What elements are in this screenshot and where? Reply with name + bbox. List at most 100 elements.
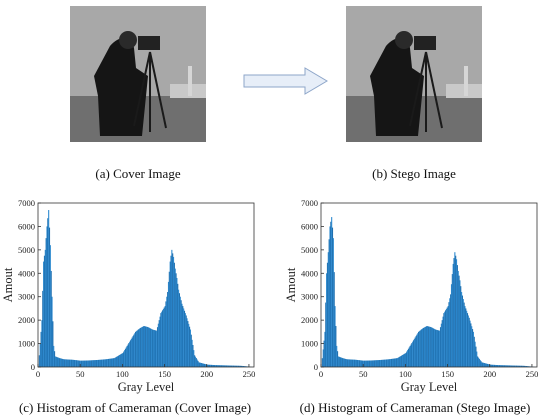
histogram-bar (338, 356, 340, 367)
histogram-bar (65, 359, 67, 367)
histogram-bar (487, 363, 489, 367)
histogram-bar (44, 249, 46, 367)
histogram-bar (86, 360, 89, 367)
histogram-bar (209, 364, 211, 367)
histogram-bar (423, 327, 425, 367)
histogram-bar (149, 328, 151, 367)
histogram-bar (192, 344, 194, 367)
histogram-bar (39, 343, 41, 367)
histogram-bar (447, 306, 449, 367)
histogram-bar (407, 348, 409, 367)
histogram-bar (135, 331, 137, 367)
histogram-bar (472, 331, 474, 367)
histogram-bar (184, 313, 186, 367)
histogram-bar (165, 301, 167, 367)
histogram-bar (383, 359, 385, 367)
histogram-bar (140, 327, 143, 367)
histogram-bar (81, 360, 83, 367)
histogram-bar (224, 365, 226, 367)
histogram-bar (321, 358, 323, 367)
histogram-bar (327, 252, 329, 367)
histogram-bar (237, 365, 239, 367)
histogram-bar (70, 359, 72, 367)
histogram-bar (509, 365, 511, 367)
histogram-bar (507, 365, 509, 367)
histogram-bar (375, 360, 377, 367)
y-tick-label: 1000 (301, 339, 318, 349)
histogram-bar (497, 365, 499, 367)
histogram-bar (54, 356, 56, 367)
histogram-bar (526, 366, 528, 367)
histogram-bar (115, 357, 117, 367)
histogram-bar (423, 327, 426, 367)
histogram-bar (111, 358, 113, 367)
histogram-bar (336, 345, 338, 367)
histogram-bar (234, 365, 236, 367)
histogram-bar (214, 365, 216, 367)
histogram-bar (468, 317, 470, 367)
histogram-bar (377, 360, 379, 367)
histogram-bar (156, 330, 158, 367)
histogram-bar (442, 316, 444, 367)
histogram-bar (402, 354, 404, 367)
histogram-bar (391, 358, 393, 367)
histogram-bar (400, 356, 402, 367)
histogram-bar (157, 323, 159, 367)
histogram-bar (88, 360, 90, 367)
histogram-bar (194, 356, 197, 367)
histogram-bar (203, 363, 205, 367)
histogram-bar (160, 313, 162, 367)
histogram-bar (489, 364, 491, 367)
histogram-bar (514, 365, 516, 367)
histogram-bar (331, 227, 334, 367)
histogram-bar (171, 249, 173, 367)
histogram-bar (161, 311, 163, 367)
y-tick-label: 0 (31, 362, 35, 372)
histogram-bar (439, 330, 441, 367)
histogram-bar (200, 362, 202, 367)
histogram-bar (216, 365, 218, 367)
histogram-bar (496, 365, 498, 367)
histogram-bar (75, 360, 77, 367)
histogram-bar (232, 365, 234, 367)
histogram-bar (147, 327, 149, 367)
histogram-bar (474, 341, 476, 367)
histogram-bar (488, 364, 490, 367)
histogram-bar (117, 356, 119, 367)
histogram-bar (153, 329, 155, 367)
histogram-bar (109, 358, 111, 367)
histogram-bar (414, 337, 416, 367)
histogram-bar (90, 360, 92, 367)
histogram-bar (483, 363, 485, 367)
histogram-bar (190, 334, 192, 367)
histogram-bar (458, 275, 460, 367)
histogram-bar (366, 360, 368, 367)
histogram-bar (503, 365, 505, 367)
histogram-bar (198, 362, 200, 367)
histogram-bar (388, 359, 390, 367)
histogram-bar (241, 365, 243, 367)
histogram-bar (353, 359, 355, 367)
histogram-bar (379, 360, 381, 367)
histogram-bar (73, 359, 75, 367)
histogram-bar (450, 284, 453, 367)
histogram-bar (426, 326, 428, 367)
histogram-bar (156, 327, 159, 367)
histogram-bar (212, 364, 214, 367)
histogram-bar (385, 359, 387, 367)
histogram-bar (173, 262, 175, 367)
y-tick-label: 1000 (18, 339, 35, 349)
histogram-bar (170, 255, 172, 367)
histogram-bar (367, 360, 369, 367)
histogram-bar (103, 359, 105, 367)
histogram-bar (401, 355, 403, 367)
histogram-bar (486, 363, 488, 367)
y-tick-label: 0 (314, 362, 318, 372)
histogram-bar (102, 359, 105, 367)
histogram-bar (425, 326, 427, 367)
histogram-bar (396, 358, 398, 367)
histogram-bar (185, 315, 187, 367)
histogram-bar (99, 359, 101, 367)
histogram-bar (456, 265, 458, 367)
histogram-bar (127, 344, 129, 367)
